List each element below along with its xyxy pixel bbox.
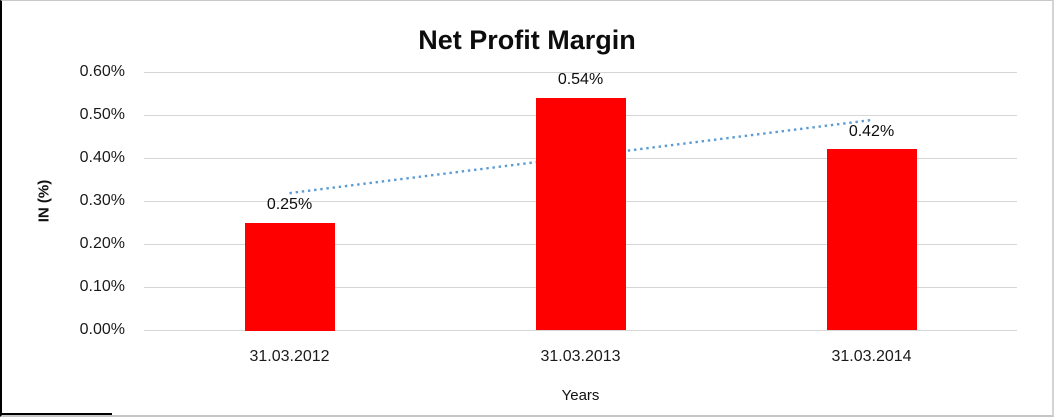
data-label: 0.54% bbox=[557, 71, 604, 88]
gridline bbox=[144, 330, 1017, 331]
y-tick-label: 0.60% bbox=[79, 63, 125, 80]
data-label: 0.42% bbox=[848, 123, 895, 140]
gridline bbox=[144, 72, 1017, 73]
y-tick-label: 0.40% bbox=[79, 149, 125, 166]
x-tick-label: 31.03.2013 bbox=[540, 348, 621, 365]
x-axis-tick-labels: 31.03.2012 31.03.2013 31.03.2014 bbox=[144, 347, 1017, 367]
bar-31.03.2012 bbox=[245, 223, 335, 331]
bar-31.03.2013 bbox=[536, 98, 626, 330]
y-axis-tick-labels: 0.60% 0.50% 0.40% 0.30% 0.20% 0.10% 0.00% bbox=[2, 63, 125, 338]
y-tick-label: 0.10% bbox=[79, 278, 125, 295]
bar-31.03.2014 bbox=[827, 149, 917, 330]
chart-title: Net Profit Margin bbox=[418, 25, 636, 55]
border-artifact bbox=[2, 413, 112, 415]
data-label: 0.25% bbox=[266, 196, 313, 213]
y-tick-label: 0.20% bbox=[79, 235, 125, 252]
plot-area: 0.25% 0.54% 0.42% bbox=[144, 71, 1017, 331]
x-tick-label: 31.03.2014 bbox=[831, 348, 912, 365]
x-tick-label: 31.03.2012 bbox=[249, 348, 330, 365]
y-tick-label: 0.50% bbox=[79, 106, 125, 123]
x-axis-title: Years bbox=[561, 387, 600, 404]
y-tick-label: 0.30% bbox=[79, 192, 125, 209]
y-tick-label: 0.00% bbox=[79, 321, 125, 338]
